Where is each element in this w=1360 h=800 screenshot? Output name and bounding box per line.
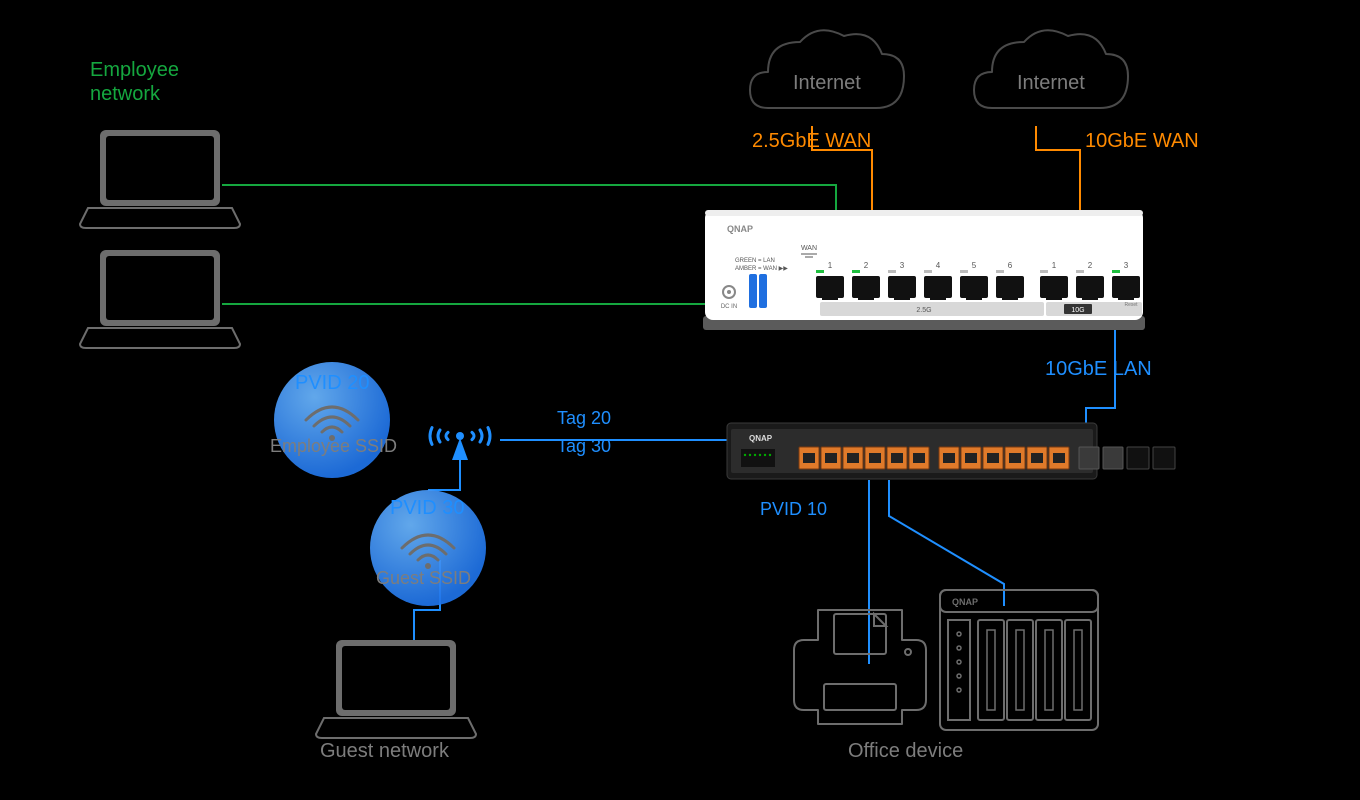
diagram-canvas: QNAP GREEN = LAN AMBER = WAN ▶▶ WAN DC IN 2.5… — [0, 0, 1360, 800]
svg-text:6: 6 — [1008, 261, 1013, 270]
employee-ssid-label: Employee SSID — [270, 436, 397, 457]
svg-text:QNAP: QNAP — [749, 434, 773, 443]
internet-label-2: Internet — [1017, 72, 1085, 95]
svg-text:AMBER = WAN ▶▶: AMBER = WAN ▶▶ — [735, 266, 788, 272]
svg-text:10G: 10G — [1071, 307, 1084, 314]
svg-text:3: 3 — [900, 261, 905, 270]
pvid20-label: PVID 20 — [295, 372, 369, 395]
svg-text:GREEN = LAN: GREEN = LAN — [735, 258, 775, 264]
svg-text:2: 2 — [864, 261, 869, 270]
svg-text:2.5G: 2.5G — [916, 307, 931, 314]
svg-text:Reset: Reset — [1124, 302, 1138, 308]
svg-text:2: 2 — [1088, 261, 1093, 270]
pvid30-label: PVID 30 — [390, 497, 464, 520]
internet-label-1: Internet — [793, 72, 861, 95]
svg-text:1: 1 — [1052, 261, 1057, 270]
svg-text:QNAP: QNAP — [952, 597, 978, 607]
tag20-label: Tag 20 — [557, 408, 611, 429]
svg-text:QNAP: QNAP — [727, 224, 753, 234]
svg-text:3: 3 — [1124, 261, 1129, 270]
svg-text:1: 1 — [828, 261, 833, 270]
employee-network-label: Employee network — [90, 58, 179, 106]
svg-text:WAN: WAN — [801, 245, 817, 252]
office-device-label: Office device — [848, 740, 963, 763]
tag30-label: Tag 30 — [557, 436, 611, 457]
guest-network-label: Guest network — [320, 740, 449, 763]
svg-text:DC IN: DC IN — [721, 304, 737, 310]
lan-10g-label: 10GbE LAN — [1045, 358, 1152, 381]
pvid10-label: PVID 10 — [760, 499, 827, 520]
wan-25g-label: 2.5GbE WAN — [752, 130, 871, 153]
svg-text:5: 5 — [972, 261, 977, 270]
guest-ssid-label: Guest SSID — [376, 568, 471, 589]
svg-text:4: 4 — [936, 261, 941, 270]
wan-10g-label: 10GbE WAN — [1085, 130, 1199, 153]
